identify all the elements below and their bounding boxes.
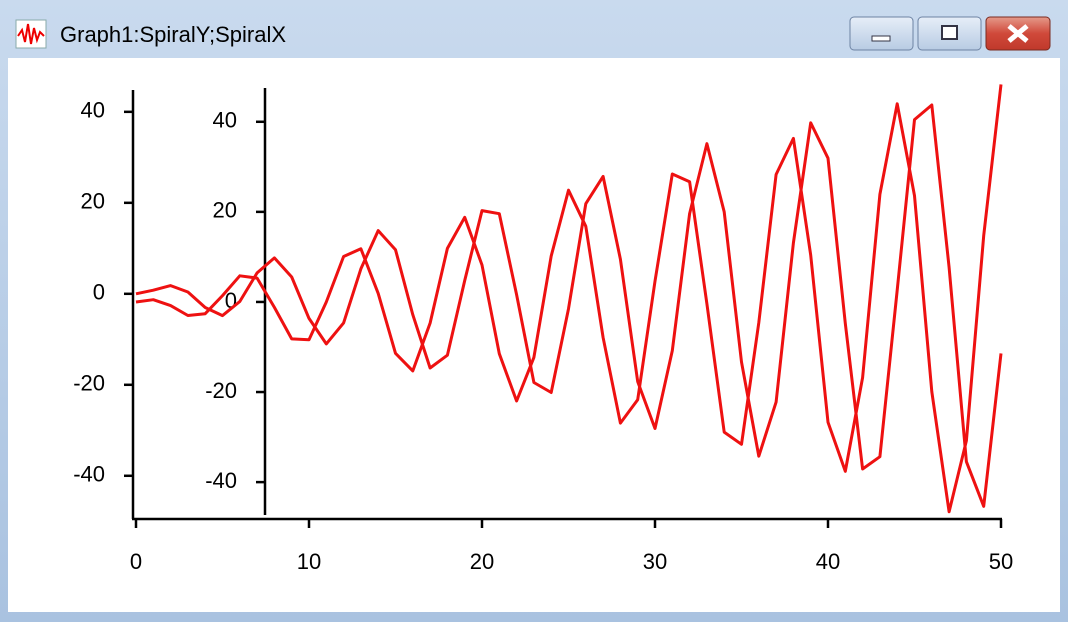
data-line [135,103,1003,508]
y2-tick-label: 40 [213,108,237,133]
y2-tick-label: -40 [205,468,237,493]
y-tick-label: -40 [73,462,105,487]
x-tick-label: 50 [989,549,1013,574]
y-tick-label: 40 [81,98,105,123]
y-tick-label: 20 [81,189,105,214]
data-line [135,84,1003,514]
x-tick-label: 10 [297,549,321,574]
y2-tick-label: -20 [205,378,237,403]
y-tick-label: -20 [73,371,105,396]
minimize-button[interactable] [849,16,914,51]
app-icon [15,19,47,49]
y2-tick-label: 20 [213,198,237,223]
x-tick-label: 30 [643,549,667,574]
maximize-button[interactable] [917,16,982,51]
plot-area [8,58,1060,612]
close-button[interactable] [985,16,1051,51]
window-title: Graph1:SpiralY;SpiralX [60,22,286,47]
x-tick-label: 40 [816,549,840,574]
x-tick-label: 0 [130,549,142,574]
y-tick-label: 0 [93,280,105,305]
x-tick-label: 20 [470,549,494,574]
